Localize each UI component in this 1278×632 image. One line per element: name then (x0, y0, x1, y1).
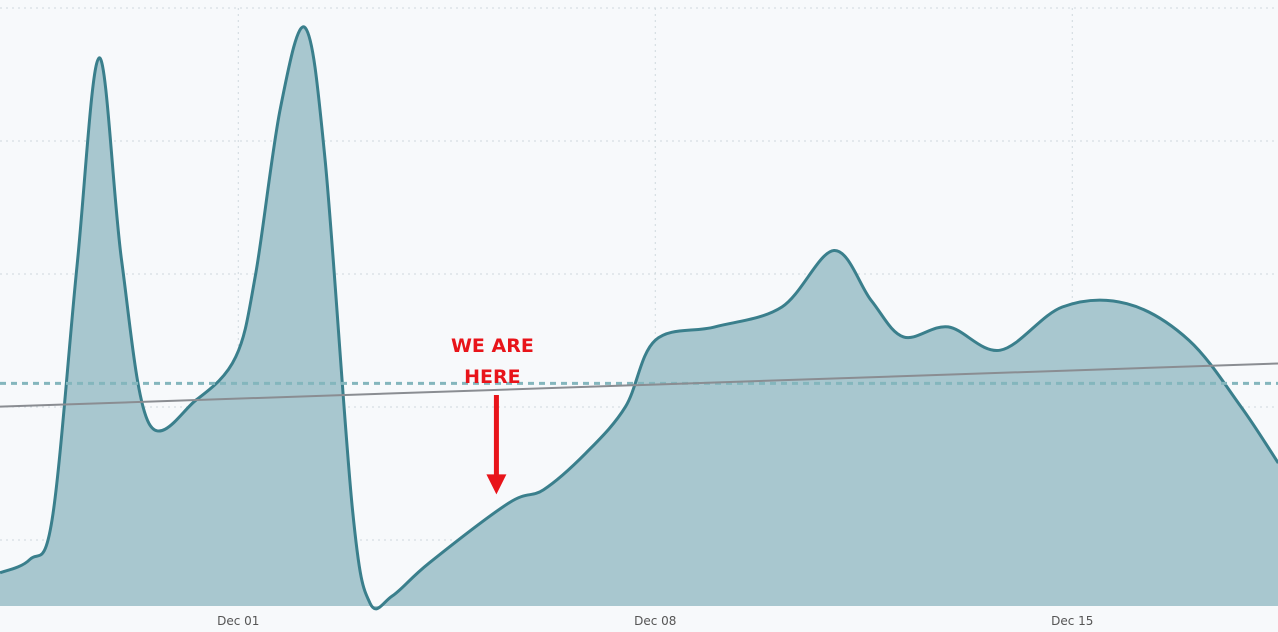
trend-line (0, 362, 1278, 408)
series-line (0, 25, 1278, 611)
x-tick-label: Dec 08 (634, 614, 676, 628)
annotation-arrow-head (486, 474, 507, 495)
annotation-text-line-1: WE ARE (451, 335, 534, 357)
annotation-arrow-shaft (493, 395, 499, 477)
annotation: WE ARE HERE (451, 335, 534, 495)
x-tick-label: Dec 01 (217, 614, 259, 628)
x-tick-label: Dec 15 (1051, 614, 1093, 628)
annotation-text-line-2: HERE (464, 366, 521, 388)
area-fill (0, 26, 1278, 609)
x-axis-ticks: Dec 01 Dec 08 Dec 15 (217, 614, 1093, 628)
